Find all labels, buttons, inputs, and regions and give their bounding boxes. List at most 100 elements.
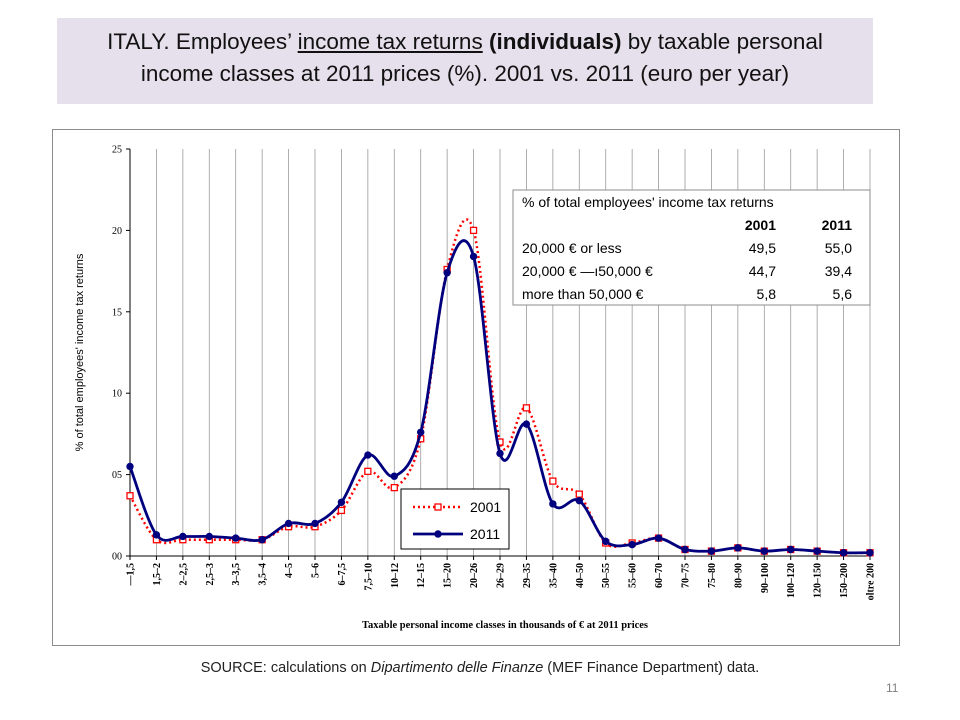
data-point-2011 — [443, 269, 451, 277]
data-point-2001 — [337, 506, 346, 515]
inset-table-header: 2011 — [822, 217, 853, 233]
data-point-2001 — [364, 467, 372, 475]
x-tick-label: 10–12 — [390, 563, 401, 588]
data-point-2011 — [205, 532, 213, 541]
title-text-b: income tax returns — [297, 29, 483, 54]
y-tick-label: 25 — [112, 145, 122, 156]
legend-label-2001: 2001 — [470, 499, 501, 515]
x-tick-label: 12–15 — [416, 563, 427, 588]
y-tick-label: 10 — [112, 389, 122, 400]
y-axis-title: % of total employees' income tax returns — [74, 253, 86, 451]
data-point-2011 — [813, 547, 821, 555]
slide-title: ITALY. Employees’ income tax returns (in… — [57, 18, 873, 104]
data-point-2011 — [734, 544, 742, 552]
page-number: 11 — [886, 681, 899, 695]
data-point-2011 — [681, 545, 689, 554]
data-point-2011 — [707, 547, 716, 555]
data-point-2011 — [126, 462, 134, 471]
x-tick-label: 1,5–2 — [152, 563, 163, 586]
data-point-2001 — [469, 226, 478, 235]
data-point-2011 — [364, 451, 372, 459]
inset-table-cell: 20,000 € or less — [522, 240, 622, 256]
title-text-d: by taxable personal — [627, 29, 823, 54]
x-axis-title: Taxable personal income classes in thous… — [362, 620, 648, 631]
x-tick-label: 90–100 — [760, 563, 771, 593]
inset-table-cell: 44,7 — [749, 263, 776, 279]
data-point-2001 — [126, 492, 134, 500]
x-tick-label: 29–35 — [522, 563, 533, 588]
x-tick-label: 2,5–3 — [205, 563, 216, 586]
source-text-c: (MEF Finance Department) data. — [543, 660, 760, 676]
inset-table-cell: more than 50,000 € — [522, 286, 644, 302]
data-point-2011 — [654, 534, 663, 542]
x-tick-label: 75–80 — [707, 563, 718, 588]
data-point-2011 — [179, 532, 187, 541]
x-tick-label: 120–150 — [813, 563, 824, 598]
x-tick-label: 150–200 — [839, 563, 850, 598]
inset-table-title: % of total employees' income tax returns — [522, 194, 774, 210]
data-point-2011 — [417, 428, 425, 436]
x-tick-label: 55–60 — [628, 563, 639, 588]
data-point-2001 — [390, 483, 398, 492]
inset-table-cell: 49,5 — [749, 240, 776, 256]
data-point-2001 — [575, 490, 583, 498]
title-text-a: ITALY. Employees’ — [107, 29, 292, 54]
x-tick-label: —1,5 — [126, 563, 137, 587]
data-point-2011 — [522, 420, 531, 428]
x-tick-label: 100–120 — [786, 563, 797, 598]
y-tick-label: 00 — [112, 552, 122, 563]
x-tick-label: 40–50 — [575, 563, 586, 588]
data-point-2011 — [760, 547, 768, 555]
data-point-2011 — [839, 549, 848, 557]
x-tick-label: 6–7,5 — [337, 563, 348, 586]
inset-table-cell: 5,8 — [757, 286, 777, 302]
legend-marker-2001 — [434, 503, 442, 511]
data-point-2011 — [628, 540, 636, 549]
inset-table-cell: 39,4 — [825, 263, 852, 279]
inset-table-cell: 5,6 — [833, 286, 853, 302]
y-tick-label: 15 — [112, 307, 122, 318]
data-point-2001 — [549, 477, 557, 485]
y-tick-label: 05 — [112, 470, 122, 481]
inset-table-header: 2001 — [745, 217, 776, 233]
source-text-a: SOURCE: calculations on — [200, 660, 371, 676]
data-point-2011 — [602, 537, 610, 546]
source-text-b: Dipartimento delle Finanze — [370, 660, 544, 676]
data-point-2011 — [284, 519, 293, 528]
data-point-2011 — [311, 519, 319, 528]
x-tick-label: 15–20 — [443, 563, 454, 588]
x-tick-label: 4–5 — [284, 563, 295, 578]
legend-box — [400, 488, 510, 550]
x-tick-label: 80–90 — [733, 563, 744, 588]
x-tick-label: 20–26 — [469, 563, 480, 588]
x-tick-label: 3–3,5 — [231, 563, 242, 586]
x-tick-label: 5–6 — [311, 563, 322, 578]
data-point-2011 — [866, 549, 874, 557]
source-note: SOURCE: calculations on Dipartimento del… — [0, 660, 960, 676]
data-point-2011 — [390, 472, 398, 480]
data-point-2011 — [232, 534, 240, 542]
data-point-2011 — [575, 496, 583, 505]
x-tick-label: 35–40 — [548, 563, 559, 588]
inset-table-box — [512, 189, 871, 306]
inset-table-cell: 55,0 — [825, 240, 852, 256]
data-point-2011 — [469, 252, 478, 261]
x-tick-label: 70–75 — [681, 563, 692, 588]
data-point-2011 — [496, 449, 504, 458]
x-tick-label: 50–55 — [601, 563, 612, 588]
data-point-2011 — [337, 498, 346, 506]
y-tick-label: 20 — [112, 226, 122, 237]
x-tick-label: 2–2,5 — [178, 563, 189, 586]
x-tick-label: 3,5–4 — [258, 563, 269, 586]
legend-marker-2011 — [434, 530, 442, 538]
title-text-c: (individuals) — [488, 29, 622, 54]
legend-label-2011: 2011 — [470, 526, 500, 542]
data-point-2011 — [549, 500, 557, 508]
data-point-2011 — [258, 536, 266, 544]
x-tick-label: oltre 200 — [866, 563, 877, 600]
inset-table-cell: 20,000 € —ı50,000 € — [522, 263, 653, 279]
data-point-2011 — [152, 531, 161, 539]
data-point-2011 — [787, 545, 795, 554]
x-tick-label: 7,5–10 — [363, 563, 374, 591]
